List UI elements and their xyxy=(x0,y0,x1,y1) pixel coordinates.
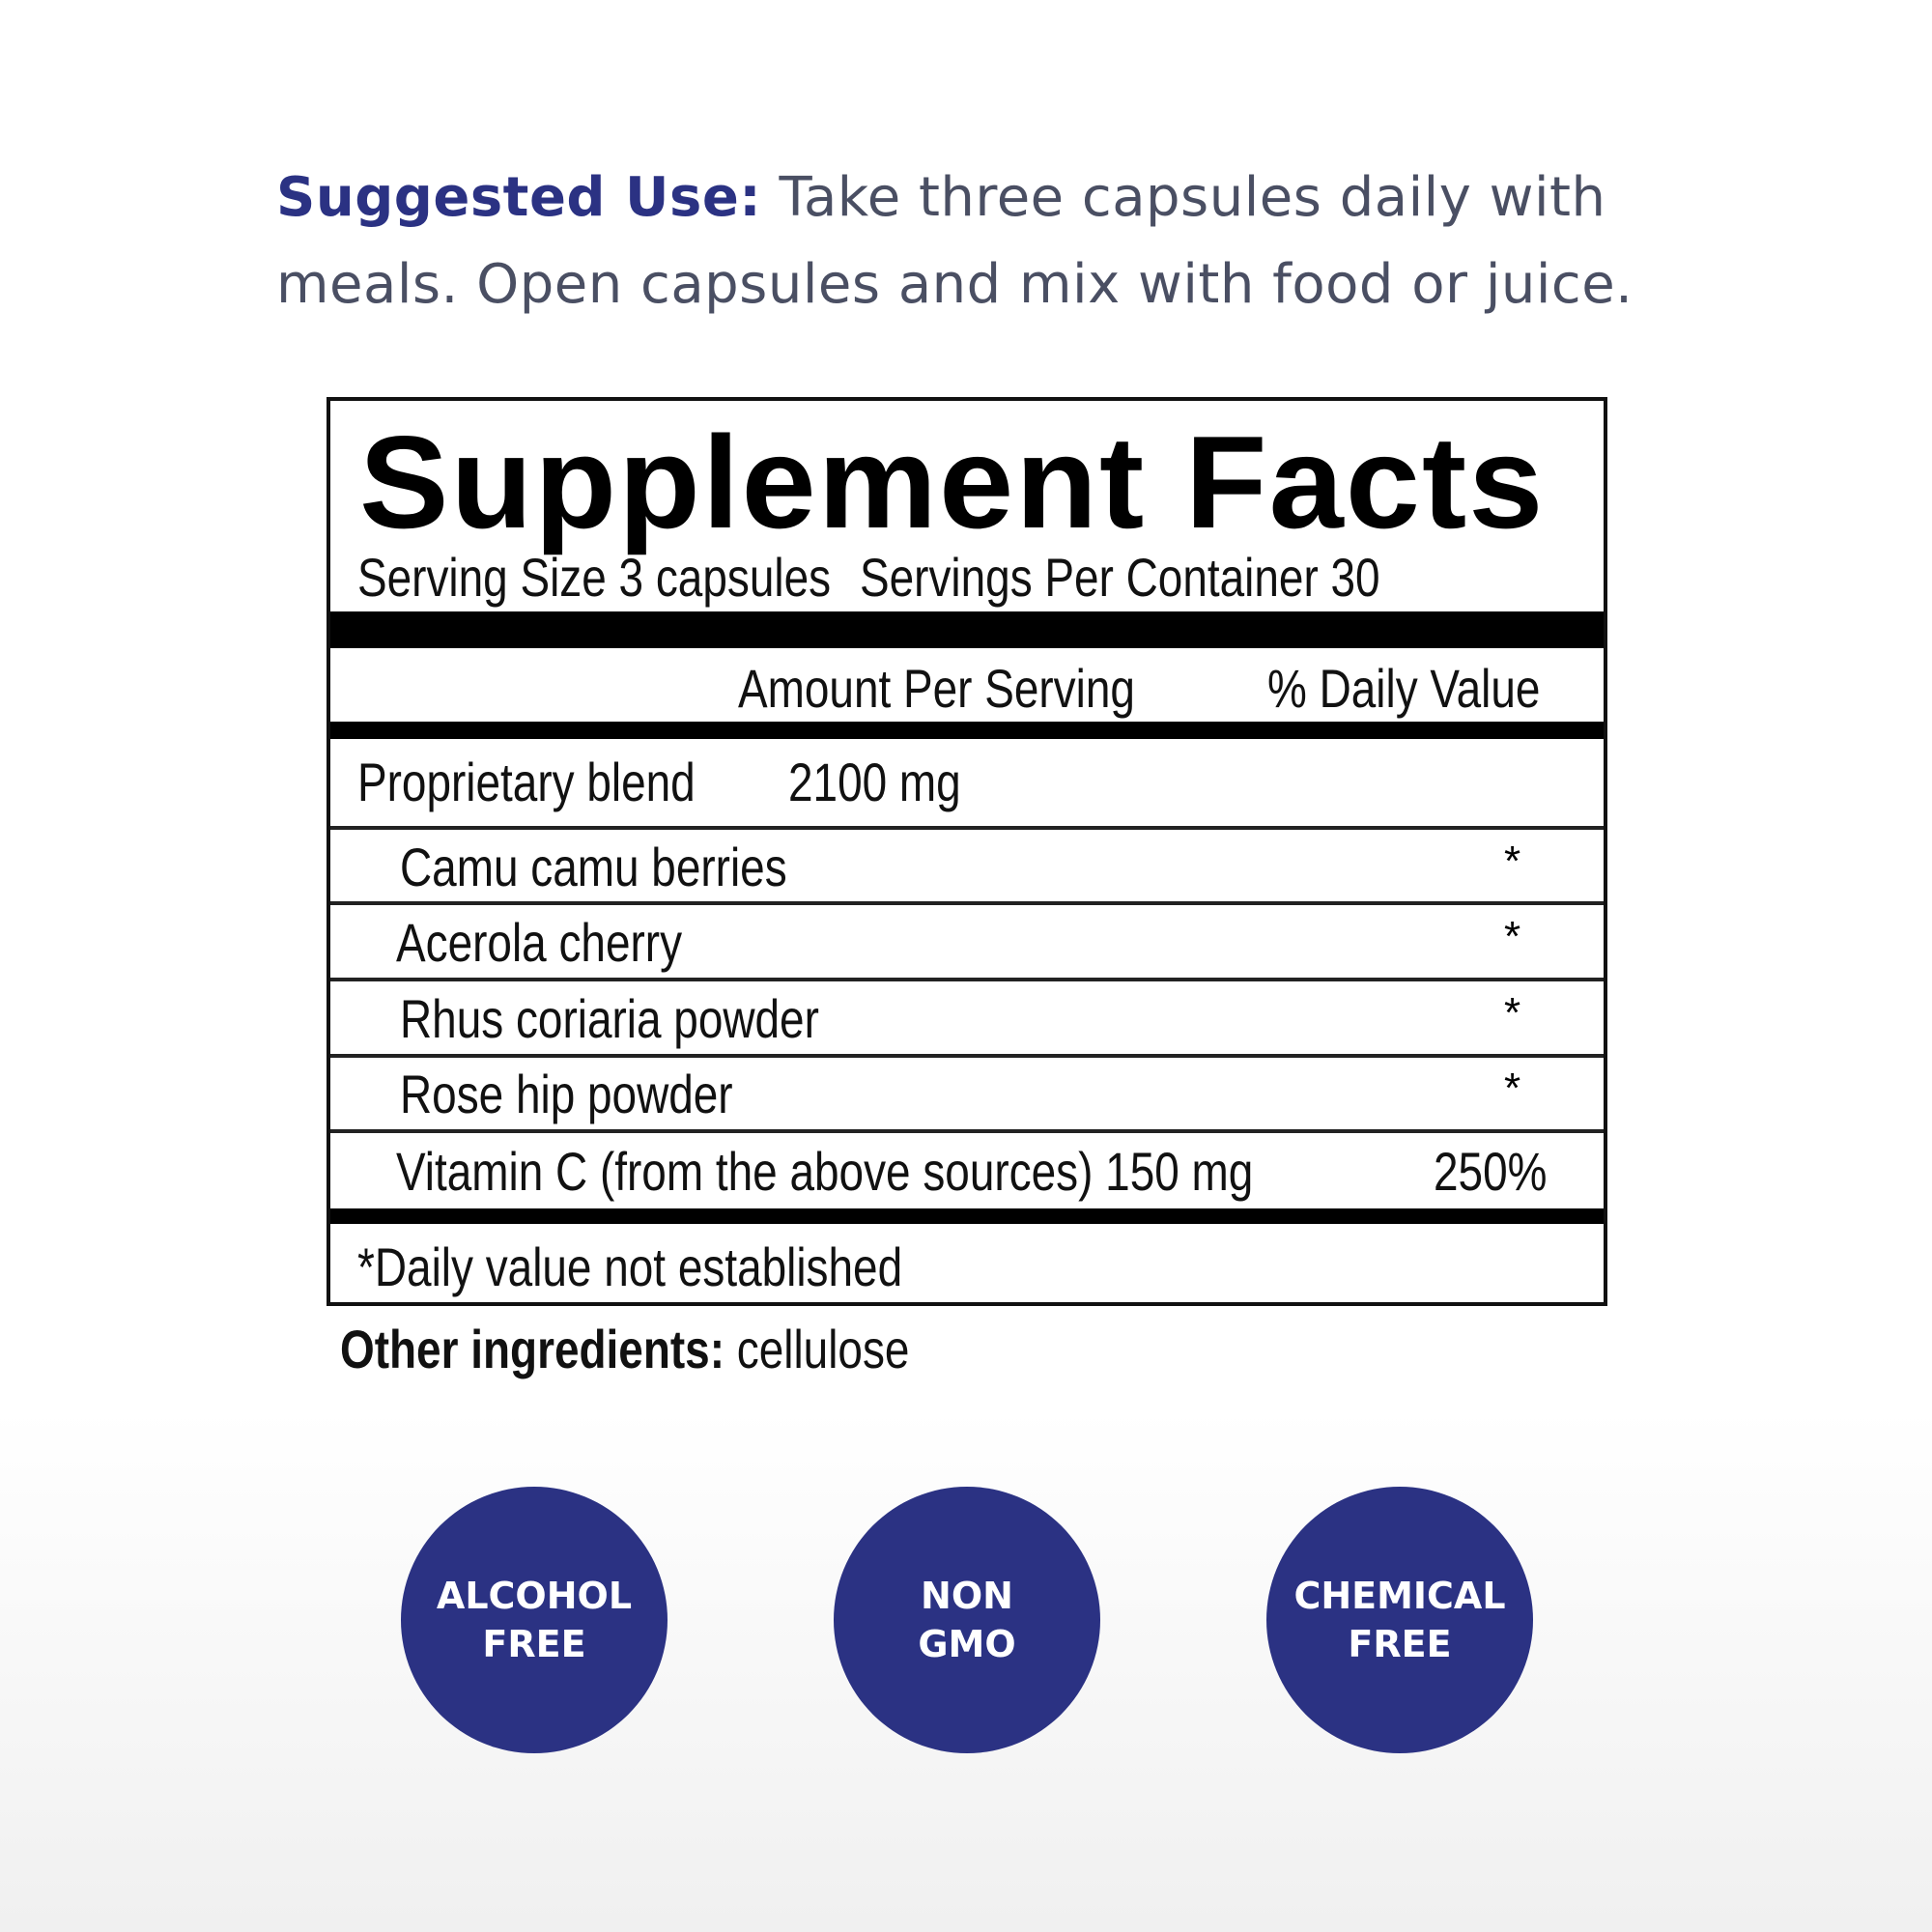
badge-line: NON xyxy=(921,1575,1013,1617)
divider-medium xyxy=(330,722,1604,739)
divider xyxy=(330,826,1604,830)
ingredient-dv: * xyxy=(1504,1065,1521,1112)
divider xyxy=(330,978,1604,981)
suggested-use: Suggested Use: Take three capsules daily… xyxy=(276,155,1725,328)
ingredient-dv: * xyxy=(1504,913,1521,960)
divider xyxy=(330,1054,1604,1058)
badge-non-gmo: NON GMO xyxy=(834,1487,1100,1753)
divider xyxy=(330,1129,1604,1133)
servings-per-container: Servings Per Container 30 xyxy=(860,547,1380,608)
header-amount: Amount Per Serving xyxy=(738,658,1135,719)
ingredient-name: Rhus coriaria powder xyxy=(400,988,819,1049)
blend-name: Proprietary blend xyxy=(357,752,696,812)
badge-line: FREE xyxy=(1348,1623,1452,1665)
badge-chemical-free: CHEMICAL FREE xyxy=(1266,1487,1533,1753)
blend-amount: 2100 mg xyxy=(788,752,961,812)
serving-size: Serving Size 3 capsules xyxy=(357,547,832,608)
ingredient-name: Acerola cherry xyxy=(396,912,683,973)
footnote: *Daily value not established xyxy=(357,1236,903,1297)
suggested-use-label: Suggested Use: xyxy=(276,166,762,229)
divider xyxy=(330,901,1604,905)
badge-line: GMO xyxy=(918,1623,1016,1665)
vitamin-c: Vitamin C (from the above sources) 150 m… xyxy=(396,1141,1254,1202)
badge-line: ALCOHOL xyxy=(436,1575,633,1617)
badge-alcohol-free: ALCOHOL FREE xyxy=(401,1487,668,1753)
other-ingredients-value: cellulose xyxy=(736,1319,910,1379)
badge-line: FREE xyxy=(482,1623,586,1665)
other-ingredients-label: Other ingredients: xyxy=(340,1319,725,1379)
ingredient-dv: * xyxy=(1504,838,1521,885)
divider-thick xyxy=(330,611,1604,648)
facts-title: Supplement Facts xyxy=(359,409,1546,555)
badge-line: CHEMICAL xyxy=(1293,1575,1506,1617)
suggested-use-text: Take three capsules daily with meals. Op… xyxy=(276,166,1634,316)
ingredient-name: Rose hip powder xyxy=(400,1064,733,1124)
header-daily-value: % Daily Value xyxy=(1267,658,1541,719)
ingredient-dv: * xyxy=(1504,989,1521,1037)
divider-medium xyxy=(330,1208,1604,1224)
ingredient-name: Camu camu berries xyxy=(400,837,787,897)
supplement-facts-panel: Supplement Facts Serving Size 3 capsules… xyxy=(327,397,1607,1306)
vitamin-c-dv: 250% xyxy=(1434,1141,1548,1202)
other-ingredients: Other ingredients: cellulose xyxy=(340,1318,1035,1380)
